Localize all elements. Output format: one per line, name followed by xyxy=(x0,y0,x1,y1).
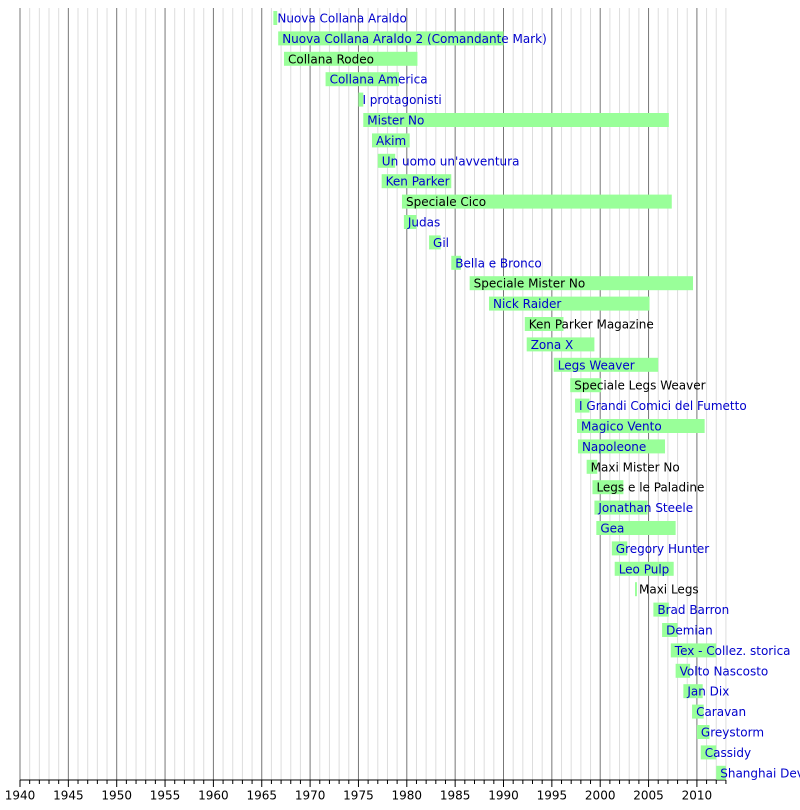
series-link[interactable]: Gregory Hunter xyxy=(616,542,709,556)
bar xyxy=(586,459,598,474)
series-link[interactable]: Un uomo un'avventura xyxy=(382,154,520,168)
bar xyxy=(594,500,648,515)
series-link[interactable]: I protagonisti xyxy=(362,93,441,107)
bar xyxy=(363,113,669,127)
x-tick-label: 1945 xyxy=(53,789,84,803)
series-link[interactable]: Zona X xyxy=(531,338,574,352)
series-link[interactable]: I Grandi Comici del Fumetto xyxy=(579,399,747,413)
bar xyxy=(273,11,278,25)
bar xyxy=(403,215,417,229)
x-tick-label: 1965 xyxy=(246,789,277,803)
bar xyxy=(570,378,602,393)
bar xyxy=(675,663,691,678)
bar xyxy=(592,480,624,495)
bar xyxy=(371,133,410,148)
bar xyxy=(325,72,400,87)
bar xyxy=(451,255,461,270)
bar xyxy=(692,704,704,719)
series-link[interactable]: Legs Weaver xyxy=(558,358,635,372)
bar xyxy=(611,541,628,556)
series-link[interactable]: Judas xyxy=(407,216,440,230)
bar xyxy=(700,745,717,760)
bar xyxy=(469,276,694,291)
series-link[interactable]: Leo Pulp xyxy=(619,562,670,576)
series-link[interactable]: Collana America xyxy=(330,73,428,87)
x-tick-label: 1960 xyxy=(198,789,229,803)
x-tick-label: 2010 xyxy=(682,789,713,803)
bar xyxy=(576,419,705,433)
bar xyxy=(614,561,674,576)
series-link[interactable]: Nuova Collana Araldo 2 (Comandante Mark) xyxy=(282,32,547,46)
bar xyxy=(635,582,637,597)
series-link[interactable]: Cassidy xyxy=(705,746,751,760)
series-link[interactable]: Napoleone xyxy=(582,440,646,454)
series-link[interactable]: Gea xyxy=(600,522,624,536)
series-label: Maxi Legs xyxy=(639,583,699,597)
bar xyxy=(358,92,364,107)
series-link[interactable]: Nick Raider xyxy=(493,297,561,311)
bar xyxy=(670,643,717,658)
bar xyxy=(429,235,441,250)
bar xyxy=(381,174,452,189)
series-label: Collana Rodeo xyxy=(288,52,374,66)
bar xyxy=(575,398,590,413)
series-link[interactable]: Mister No xyxy=(367,114,424,128)
x-tick-label: 1980 xyxy=(392,789,423,803)
bar xyxy=(401,194,672,209)
x-tick-label: 1970 xyxy=(295,789,326,803)
series-label: Legs e le Paladine xyxy=(596,481,704,495)
bar xyxy=(716,765,726,780)
bar xyxy=(526,337,595,352)
series-label: Speciale Mister No xyxy=(474,277,586,291)
bar xyxy=(683,684,703,699)
x-tick-label: 1985 xyxy=(440,789,471,803)
series-label: Speciale Legs Weaver xyxy=(574,379,705,393)
series-label: Ken Parker Magazine xyxy=(529,318,654,332)
bar xyxy=(283,51,418,66)
series-link[interactable]: Bella e Bronco xyxy=(455,256,541,270)
series-link[interactable]: Brad Barron xyxy=(657,603,729,617)
bar xyxy=(577,439,665,454)
series-link[interactable]: Tex - Collez. storica xyxy=(674,644,791,658)
bar xyxy=(488,296,650,311)
bar xyxy=(696,725,710,739)
x-tick-label: 1950 xyxy=(101,789,132,803)
series-link[interactable]: Gil xyxy=(433,236,449,250)
series-link[interactable]: Jonathan Steele xyxy=(597,501,693,515)
bar xyxy=(553,357,659,372)
series-link[interactable]: Volto Nascosto xyxy=(680,664,769,678)
series-link[interactable]: Jan Dix xyxy=(686,685,729,699)
series-link[interactable]: Magico Vento xyxy=(581,420,662,434)
x-tick-label: 2005 xyxy=(633,789,664,803)
x-tick-label: 1995 xyxy=(537,789,568,803)
bar xyxy=(524,317,564,331)
x-tick-label: 1955 xyxy=(150,789,181,803)
bar xyxy=(377,153,396,168)
series-label: Speciale Cico xyxy=(406,195,486,209)
series-label: Maxi Mister No xyxy=(591,460,680,474)
series-link[interactable]: Akim xyxy=(376,134,406,148)
bar xyxy=(662,623,678,637)
series-link[interactable]: Nuova Collana Araldo xyxy=(277,12,407,26)
bar xyxy=(278,31,504,46)
series-link[interactable]: Demian xyxy=(666,624,713,638)
series-link[interactable]: Shanghai Devil xyxy=(720,766,800,780)
series-link[interactable]: Caravan xyxy=(696,705,746,719)
series-link[interactable]: Greystorm xyxy=(701,726,764,740)
x-tick-label: 1940 xyxy=(5,789,36,803)
x-tick-label: 1990 xyxy=(488,789,519,803)
bar xyxy=(653,602,669,617)
x-tick-label: 2000 xyxy=(585,789,616,803)
series-link[interactable]: Ken Parker xyxy=(386,175,450,189)
bar xyxy=(596,521,676,535)
x-tick-label: 1975 xyxy=(343,789,374,803)
